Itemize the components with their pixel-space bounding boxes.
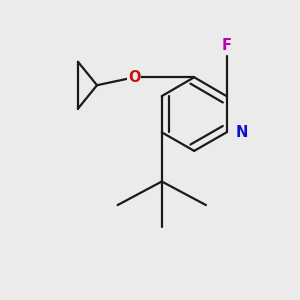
Text: F: F	[222, 38, 232, 53]
Text: O: O	[128, 70, 141, 85]
Text: N: N	[236, 125, 248, 140]
